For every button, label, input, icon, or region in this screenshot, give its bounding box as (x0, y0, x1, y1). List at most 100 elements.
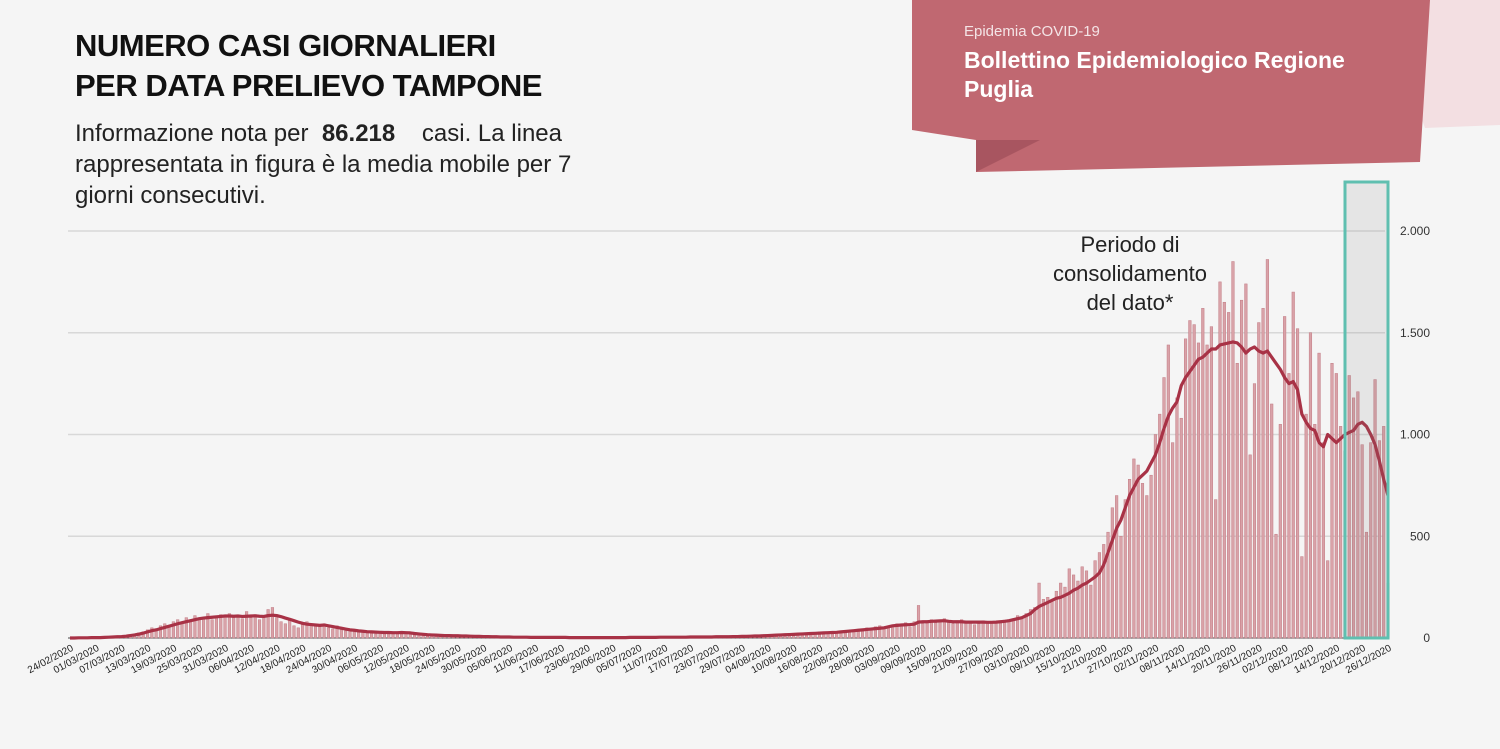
bar (1102, 544, 1106, 639)
bar (1119, 536, 1123, 639)
bar (189, 620, 193, 639)
banner-title: Bollettino Epidemiologico Regione Puglia (964, 47, 1345, 102)
bar (977, 623, 981, 639)
bar (1188, 320, 1192, 639)
bar (270, 607, 274, 639)
total-cases: 86.218 (321, 120, 396, 147)
bar (1145, 495, 1149, 639)
bar (163, 623, 167, 639)
bar (309, 624, 313, 639)
y-tick-label: 0 (1423, 631, 1430, 645)
bar (1089, 584, 1093, 639)
banner-small: Epidemia COVID-19 (964, 23, 1100, 40)
bar (1248, 454, 1252, 639)
bar (335, 625, 339, 639)
bar (878, 625, 882, 639)
bar (257, 619, 262, 639)
bar (1063, 586, 1067, 639)
bar (921, 623, 925, 639)
bar (1205, 344, 1209, 639)
bar (929, 619, 933, 639)
bar (339, 629, 343, 639)
bar (279, 621, 283, 639)
highlight-box (1343, 180, 1390, 640)
bar (245, 611, 249, 639)
bar (990, 621, 994, 639)
bar (1106, 531, 1110, 639)
bar (1179, 417, 1183, 639)
bar (240, 618, 244, 639)
bar (223, 615, 227, 639)
bar (964, 622, 968, 639)
bar (296, 627, 300, 639)
bar (1067, 568, 1071, 639)
bar (1024, 613, 1028, 639)
banner (912, 0, 1430, 172)
bar (292, 625, 296, 639)
bar (1270, 403, 1274, 639)
bar (301, 623, 305, 639)
bar (236, 615, 240, 639)
annotation-line: del dato* (1086, 290, 1174, 315)
banner-fold (976, 140, 1040, 172)
bar (184, 617, 188, 639)
bar (1076, 580, 1080, 639)
annotation-line: Periodo di (1080, 232, 1180, 257)
bar (352, 631, 356, 639)
bar (1020, 618, 1024, 639)
bar (374, 633, 378, 639)
bar (1166, 344, 1170, 639)
bar (934, 622, 938, 639)
bar (1287, 373, 1291, 639)
bar (1313, 424, 1317, 639)
bar (1304, 413, 1308, 639)
bar (1339, 426, 1343, 639)
plot: 05001.0001.5002.00024/02/202001/03/20200… (26, 224, 1430, 676)
bar (266, 609, 270, 639)
bar (193, 615, 197, 639)
bar (1162, 377, 1166, 639)
bar (232, 617, 236, 639)
bar (1326, 560, 1330, 639)
bar (167, 626, 171, 639)
bar (1149, 474, 1153, 639)
bar (1097, 552, 1101, 639)
bar (1209, 326, 1213, 639)
bar (912, 621, 916, 639)
bar (1283, 316, 1287, 639)
bar (180, 622, 184, 639)
bar (895, 623, 899, 639)
bar (1158, 413, 1162, 639)
bar (994, 623, 998, 639)
y-tick-label: 500 (1410, 529, 1430, 543)
bar (1308, 332, 1313, 639)
subtitle-text: casi. La linea rappresentata in figura è… (75, 120, 572, 209)
bar (1115, 495, 1119, 639)
bar (1231, 261, 1235, 639)
y-tick-label: 2.000 (1400, 224, 1430, 238)
bar (1261, 308, 1265, 639)
bar (1196, 342, 1201, 639)
bar (227, 613, 231, 639)
bar (1214, 499, 1218, 639)
bar (1278, 424, 1282, 639)
bar (951, 623, 955, 639)
bar (908, 626, 912, 639)
bar (1046, 597, 1050, 639)
bar (1201, 308, 1205, 639)
bar (387, 633, 391, 639)
bar (1265, 259, 1269, 639)
bar (150, 627, 154, 639)
bar (1123, 499, 1127, 639)
bar (214, 616, 218, 639)
bar (1011, 618, 1015, 639)
bar (413, 634, 417, 639)
subtitle: Informazione nota per 86.218 casi. La li… (75, 118, 635, 211)
bar (848, 631, 852, 639)
bar (249, 617, 253, 639)
bar (873, 626, 877, 639)
bar (938, 619, 942, 639)
bar (904, 622, 908, 639)
annotation: Periodo di consolidamento del dato* (1020, 230, 1240, 317)
bar (305, 621, 309, 639)
